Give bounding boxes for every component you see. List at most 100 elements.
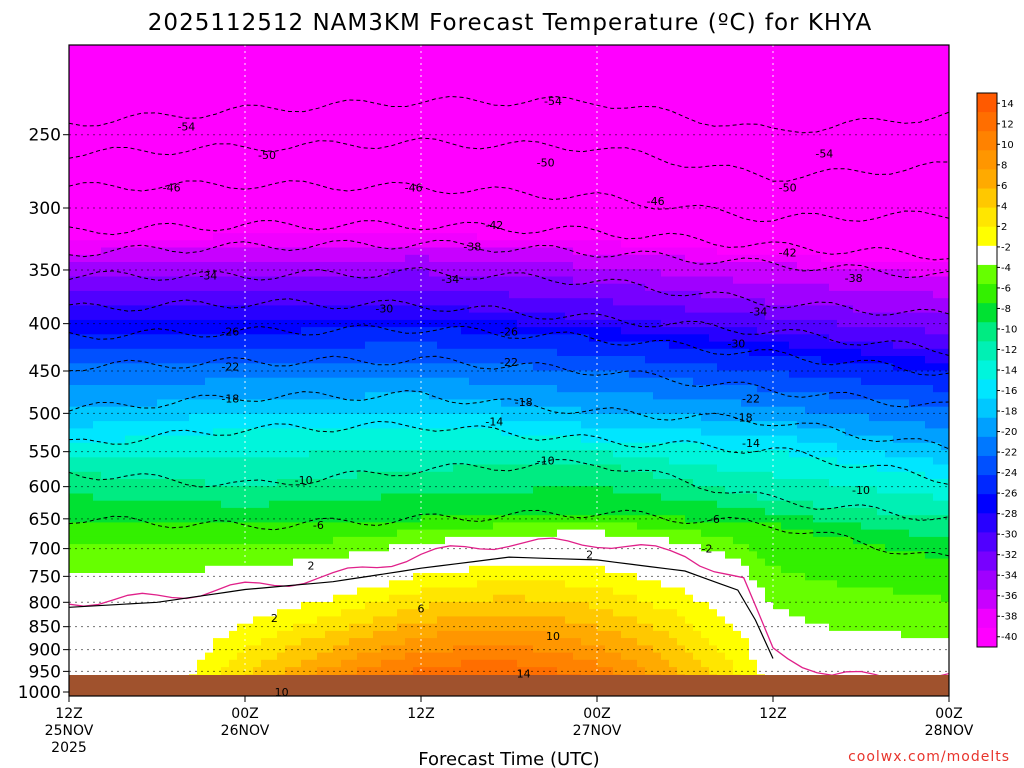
temperature-cell [229,233,238,241]
temperature-cell [509,356,518,364]
temperature-cell [189,290,198,299]
temperature-cell [133,479,142,487]
temperature-cell [125,370,134,379]
temperature-cell [85,544,94,552]
temperature-cell [197,392,206,400]
temperature-cell [493,565,502,574]
temperature-cell [293,298,302,306]
temperature-cell [93,630,102,639]
temperature-cell [189,421,198,429]
temperature-cell [485,139,494,147]
temperature-cell [469,652,478,661]
temperature-cell [285,363,294,372]
temperature-cell [309,240,318,249]
temperature-cell [493,515,502,523]
temperature-cell [213,551,222,560]
temperature-cell [117,262,126,270]
temperature-cell [237,348,246,357]
temperature-cell [293,544,302,552]
temperature-cell [117,102,126,111]
temperature-cell [397,435,406,444]
temperature-cell [85,189,94,198]
temperature-cell [285,305,294,314]
temperature-cell [165,464,174,473]
temperature-cell [253,204,262,212]
temperature-cell [189,659,198,668]
temperature-cell [453,117,462,126]
temperature-cell [285,594,294,603]
temperature-cell [469,580,478,589]
temperature-cell [413,66,422,75]
temperature-cell [109,327,118,335]
temperature-cell [245,580,254,589]
temperature-cell [501,652,510,661]
temperature-cell [229,81,238,89]
temperature-cell [293,486,302,494]
temperature-cell [341,464,350,473]
temperature-cell [173,652,182,661]
temperature-cell [285,211,294,220]
temperature-cell [141,319,150,328]
temperature-cell [269,413,278,422]
temperature-cell [413,544,422,552]
temperature-cell [269,594,278,603]
temperature-cell [309,392,318,400]
temperature-cell [509,52,518,60]
temperature-cell [301,486,310,494]
temperature-cell [133,413,142,422]
temperature-cell [325,124,334,133]
temperature-cell [221,81,230,89]
temperature-cell [389,110,398,118]
temperature-cell [333,319,342,328]
temperature-cell [437,59,446,68]
temperature-cell [253,536,262,545]
temperature-cell [485,573,494,581]
temperature-cell [501,544,510,552]
temperature-cell [277,602,286,610]
temperature-cell [253,493,262,502]
temperature-cell [133,551,142,560]
temperature-cell [429,450,438,458]
temperature-cell [309,442,318,451]
temperature-cell [317,609,326,617]
temperature-cell [421,66,430,75]
temperature-cell [189,515,198,523]
temperature-cell [157,471,166,480]
temperature-cell [381,529,390,538]
temperature-cell [197,385,206,393]
temperature-cell [397,442,406,451]
temperature-cell [165,522,174,531]
temperature-cell [397,189,406,198]
temperature-cell [221,573,230,581]
temperature-cell [141,471,150,480]
temperature-cell [205,88,214,97]
temperature-cell [469,233,478,241]
temperature-cell [437,616,446,625]
temperature-cell [285,247,294,256]
temperature-cell [253,211,262,220]
temperature-cell [357,377,366,386]
temperature-cell [133,573,142,581]
temperature-cell [229,175,238,183]
temperature-cell [389,500,398,509]
temperature-cell [437,464,446,473]
temperature-cell [189,522,198,531]
temperature-cell [269,233,278,241]
temperature-cell [397,630,406,639]
temperature-cell [149,45,158,53]
temperature-cell [285,522,294,531]
temperature-cell [197,356,206,364]
temperature-cell [317,88,326,97]
temperature-cell [373,254,382,263]
temperature-cell [389,269,398,277]
temperature-cell [205,413,214,422]
temperature-cell [109,544,118,552]
temperature-cell [93,645,102,654]
temperature-cell [365,385,374,393]
temperature-cell [189,146,198,155]
temperature-cell [157,587,166,596]
temperature-cell [293,269,302,277]
temperature-cell [141,52,150,60]
temperature-cell [101,95,110,104]
temperature-cell [109,594,118,603]
